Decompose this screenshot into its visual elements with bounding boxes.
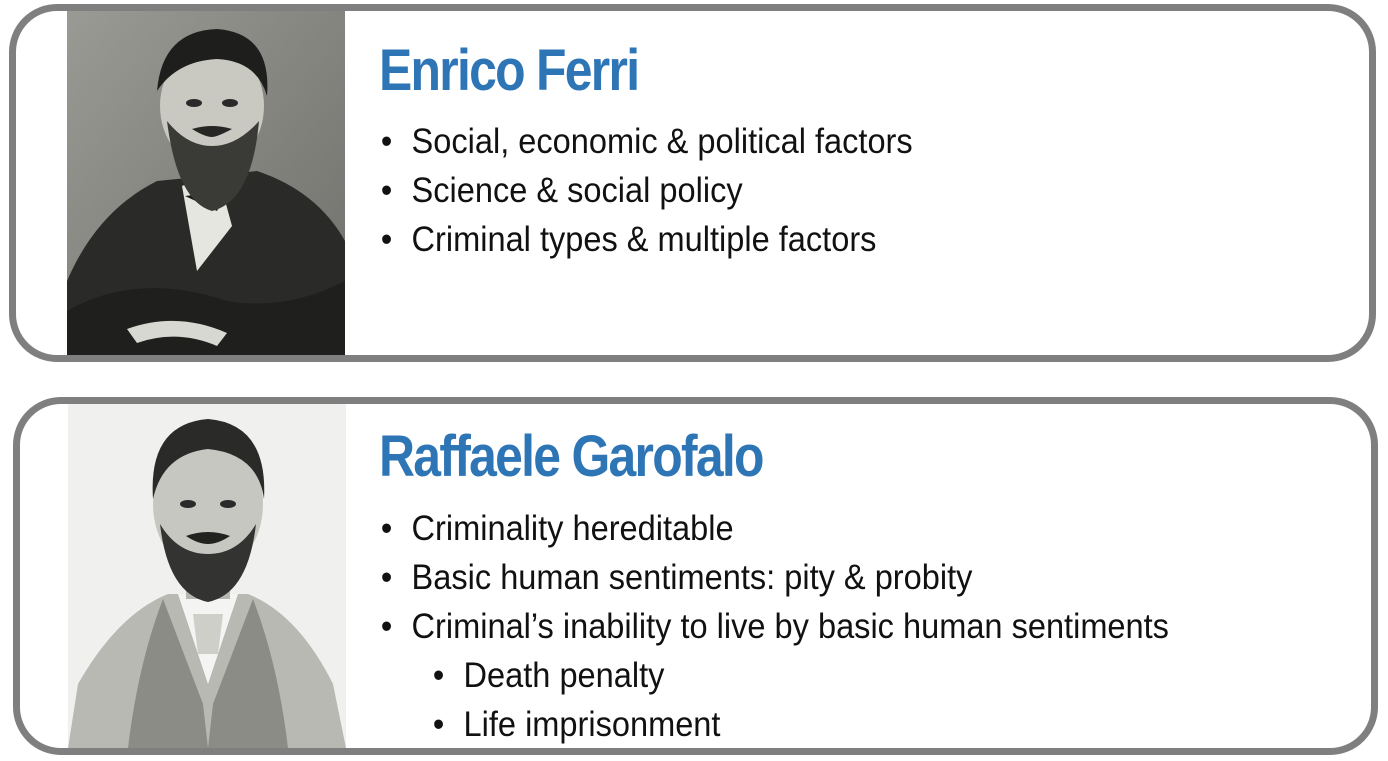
list-item: • Criminal types & multiple factors: [379, 215, 913, 264]
list-item: • Criminality hereditable: [379, 504, 1169, 553]
list-item-text: Life imprisonment: [463, 705, 721, 744]
garofalo-card: Raffaele Garofalo • Criminality hereditab…: [13, 397, 1378, 755]
list-item-text: Criminality hereditable: [411, 509, 734, 548]
garofalo-portrait: [68, 404, 346, 748]
bullet-icon: •: [380, 558, 393, 597]
list-item-text: Science & social policy: [411, 171, 743, 210]
bullet-icon: •: [380, 509, 393, 548]
bullet-icon: •: [380, 171, 393, 210]
list-item: • Science & social policy: [379, 166, 913, 215]
bullet-icon: •: [380, 122, 393, 161]
ferri-bullet-list: • Social, economic & political factors • S…: [379, 117, 953, 264]
ferri-card: Enrico Ferri • Social, economic & politic…: [9, 4, 1376, 362]
garofalo-bullet-list: • Criminality hereditable • Basic human se…: [379, 504, 1228, 748]
list-item: • Social, economic & political factors: [379, 117, 913, 166]
list-item-text: Basic human sentiments: pity & probity: [411, 558, 973, 597]
garofalo-content: Raffaele Garofalo • Criminality hereditab…: [379, 404, 1228, 748]
list-item: • Basic human sentiments: pity & probity: [379, 553, 1169, 602]
sub-list-item: • Life imprisonment: [431, 700, 1173, 748]
bullet-icon: •: [380, 607, 393, 646]
bullet-icon: •: [432, 656, 445, 695]
list-item: • Criminal’s inability to live by basic h…: [379, 602, 1169, 651]
bullet-icon: •: [432, 705, 445, 744]
ferri-portrait: [67, 11, 345, 355]
list-item-text: Criminal types & multiple factors: [411, 220, 877, 259]
ferri-content: Enrico Ferri • Social, economic & politic…: [379, 11, 953, 264]
garofalo-name: Raffaele Garofalo: [379, 424, 765, 489]
ferri-name: Enrico Ferri: [379, 38, 640, 103]
list-item-text: Social, economic & political factors: [411, 122, 913, 161]
sub-list-item: • Death penalty: [431, 651, 1173, 700]
list-item-text: Death penalty: [463, 656, 665, 695]
bullet-icon: •: [380, 220, 393, 259]
list-item-text: Criminal’s inability to live by basic hu…: [411, 607, 1169, 646]
